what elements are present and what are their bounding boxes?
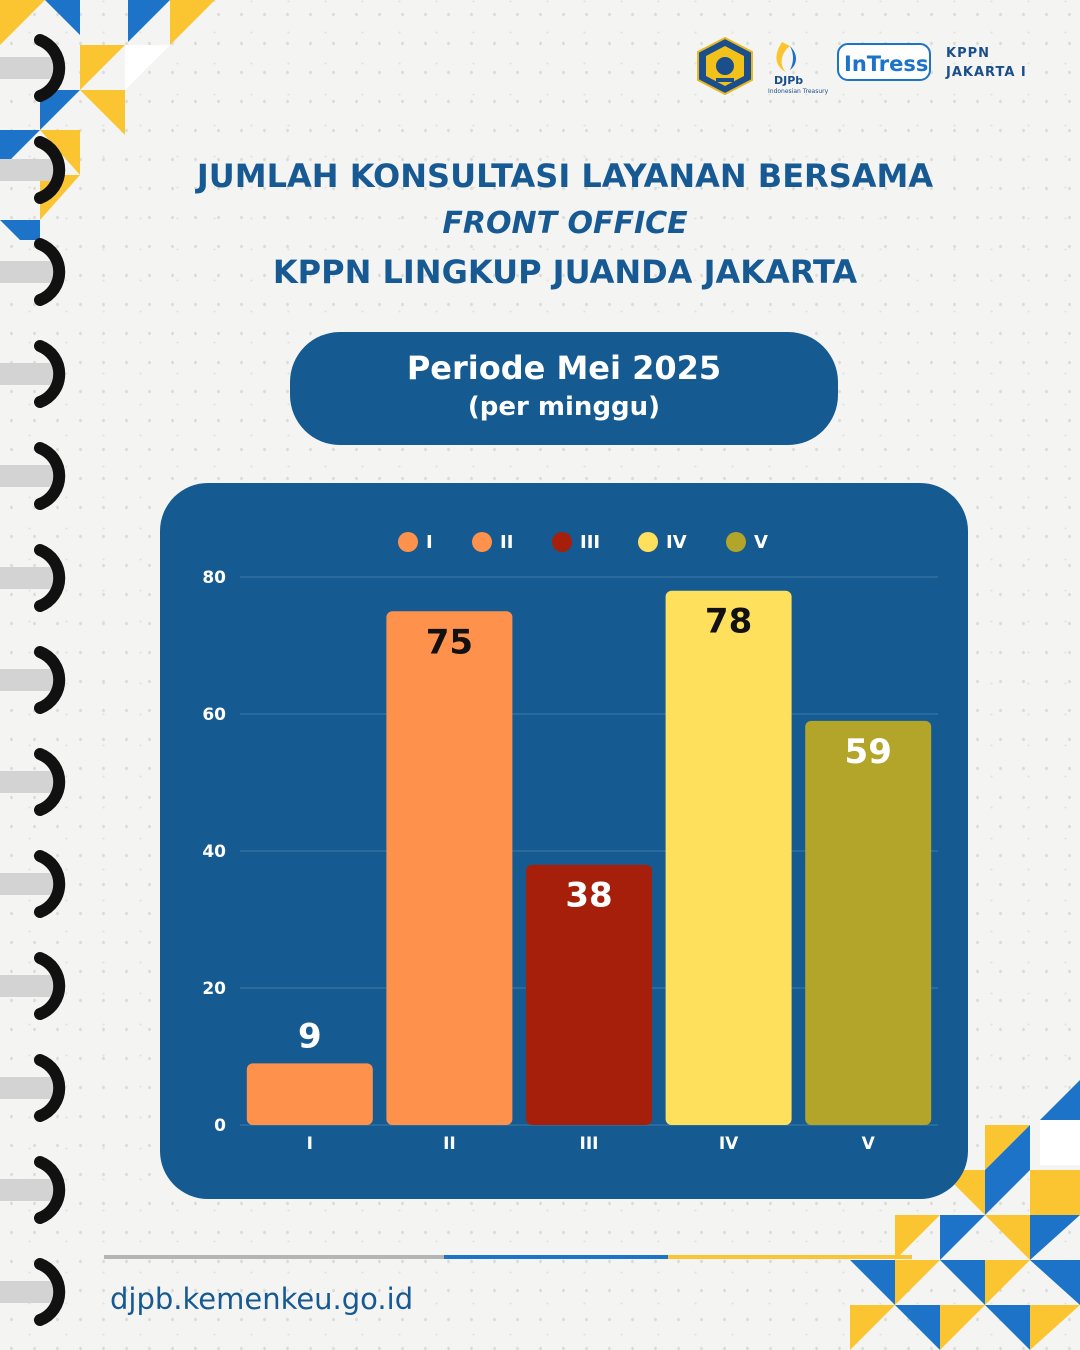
x-tick-label: II <box>443 1134 456 1154</box>
y-tick-label: 80 <box>202 568 226 588</box>
binding-ring <box>0 850 66 918</box>
data-label: 9 <box>298 1016 322 1056</box>
logo-group: DJPb Indonesian Treasury InTress <box>697 36 931 96</box>
bar <box>386 611 513 1125</box>
chart-panel: 0 20 40 60 80 9 I 75 II 38 III 78 IV 59 V I II III IV V <box>160 483 968 1199</box>
x-tick-label: V <box>862 1134 876 1154</box>
period-title: Periode Mei 2025 <box>406 349 722 387</box>
binding-ring <box>0 136 66 204</box>
title-line3: KPPN LINGKUP JUANDA JAKARTA <box>272 253 858 291</box>
footer-divider <box>104 1255 912 1259</box>
kemenkeu-logo <box>697 36 753 96</box>
title-line2: FRONT OFFICE <box>442 206 688 241</box>
kppn-line1: KPPN <box>946 46 991 61</box>
data-label: 78 <box>705 602 752 642</box>
legend-item: II <box>472 532 513 553</box>
intress-label: InTress <box>844 52 928 76</box>
legend-label: II <box>500 532 513 553</box>
legend-item: I <box>398 532 433 553</box>
legend-swatch <box>726 532 746 552</box>
title-line1: JUMLAH KONSULTASI LAYANAN BERSAMA <box>196 157 934 195</box>
djpb-label: DJPb <box>774 74 803 87</box>
legend-label: V <box>754 532 768 553</box>
legend-swatch <box>552 532 572 552</box>
binding-ring <box>0 952 66 1020</box>
x-tick-label: IV <box>719 1134 739 1154</box>
page-title: JUMLAH KONSULTASI LAYANAN BERSAMA FRONT … <box>120 152 1010 296</box>
x-tick-label: III <box>580 1134 599 1154</box>
bar <box>805 720 932 1125</box>
legend-item: V <box>726 532 768 553</box>
legend-item: III <box>552 532 600 553</box>
binding-ring <box>0 646 66 714</box>
binding-ring <box>0 34 66 102</box>
legend-swatch <box>638 532 658 552</box>
bar <box>665 590 792 1125</box>
binding-ring <box>0 442 66 510</box>
kppn-label: KPPN JAKARTA I <box>946 44 1027 82</box>
period-subtitle: (per minggu) <box>467 392 661 422</box>
legend-label: IV <box>666 532 687 553</box>
data-label: 59 <box>845 732 892 772</box>
binding-ring <box>0 1258 66 1326</box>
data-label: 38 <box>565 876 612 916</box>
djpb-logo: DJPb Indonesian Treasury <box>768 42 829 95</box>
djpb-sub: Indonesian Treasury <box>768 88 829 95</box>
binding-ring <box>0 544 66 612</box>
y-tick-label: 0 <box>214 1116 226 1136</box>
bar <box>246 1063 373 1125</box>
data-label: 75 <box>426 622 473 662</box>
binding-ring <box>0 238 66 306</box>
bar <box>526 864 652 1125</box>
decoration-bottom-right <box>850 1080 1080 1350</box>
kppn-line2: JAKARTA I <box>946 65 1027 80</box>
binding-ring <box>0 748 66 816</box>
binding-ring <box>0 1054 66 1122</box>
period-badge: Periode Mei 2025 (per minggu) <box>290 332 838 445</box>
legend-item: IV <box>638 532 687 553</box>
binding-ring <box>0 340 66 408</box>
x-tick-label: I <box>307 1134 313 1154</box>
spiral-binding <box>0 34 66 1326</box>
legend-label: I <box>426 532 433 553</box>
logo-bar: DJPb Indonesian Treasury InTress KPPN JA… <box>694 36 1054 98</box>
binding-ring <box>0 1156 66 1224</box>
y-tick-label: 40 <box>202 842 226 862</box>
y-tick-label: 20 <box>202 979 226 999</box>
legend-swatch <box>472 532 492 552</box>
footer-url[interactable]: djpb.kemenkeu.go.id <box>110 1282 414 1316</box>
intress-logo: InTress <box>837 43 931 81</box>
y-tick-label: 60 <box>202 705 226 725</box>
legend-label: III <box>580 532 600 553</box>
legend-swatch <box>398 532 418 552</box>
